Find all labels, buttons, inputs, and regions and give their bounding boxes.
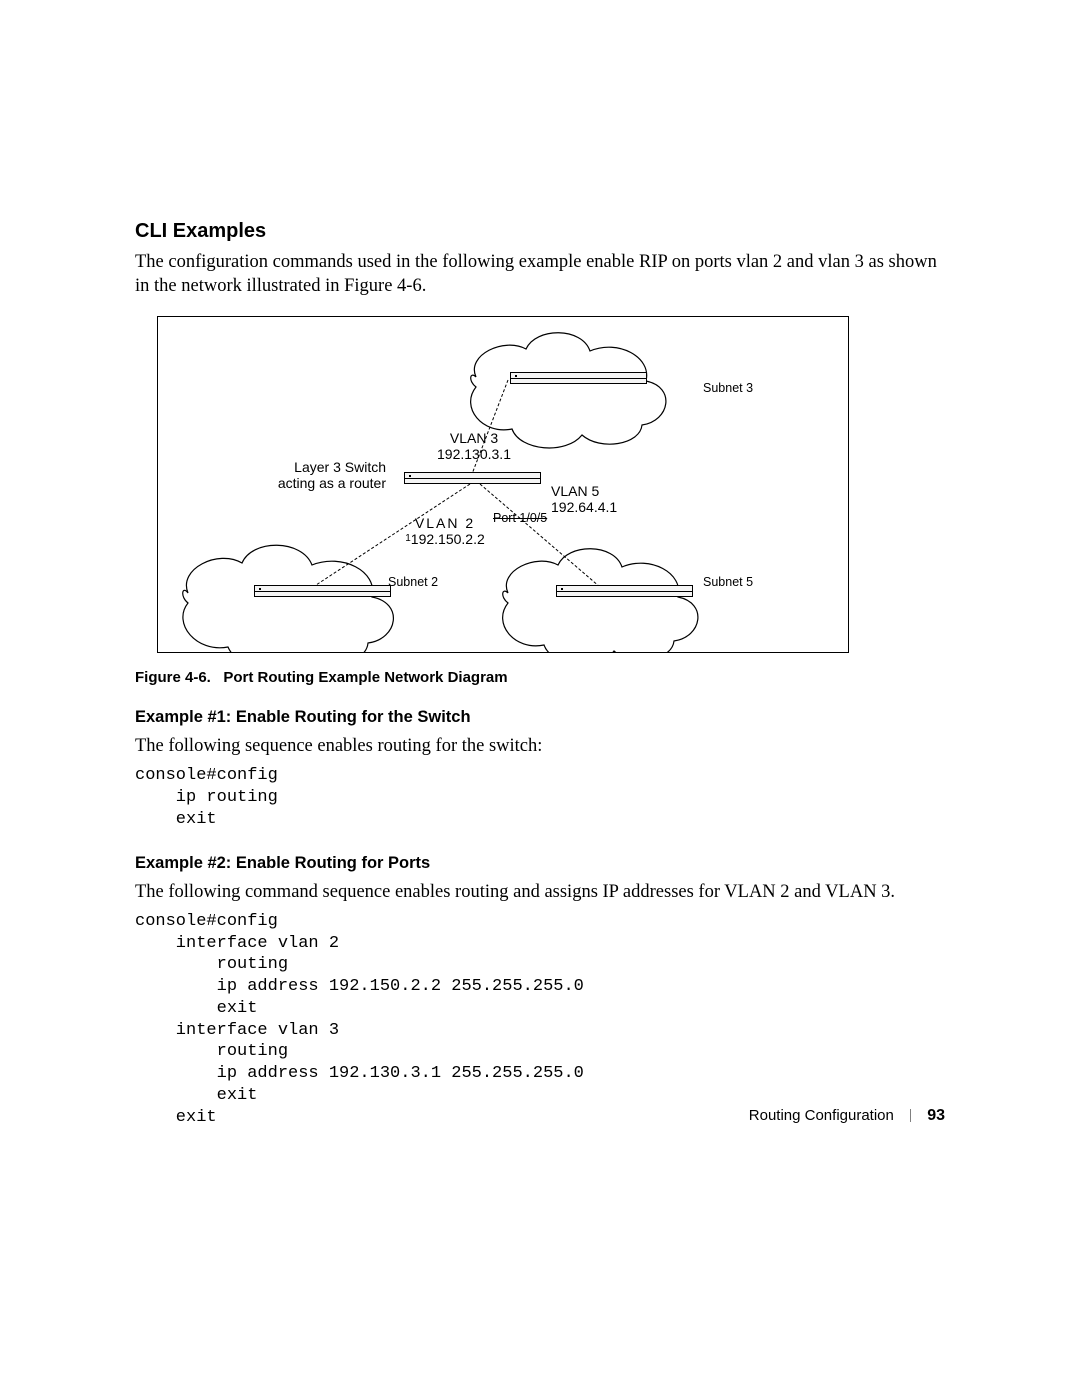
switch-icon <box>254 585 391 597</box>
intro-paragraph: The configuration commands used in the f… <box>135 251 945 298</box>
label-l3switch: Layer 3 Switch acting as a router <box>228 459 386 491</box>
cloud-subnet5 <box>503 549 698 652</box>
vlan3-l1: VLAN 3 <box>450 430 498 446</box>
label-subnet5: Subnet 5 <box>703 575 753 589</box>
page: CLI Examples The configuration commands … <box>0 0 1080 1397</box>
ex1-code: console#config ip routing exit <box>135 765 945 830</box>
ex2-code: console#config interface vlan 2 routing … <box>135 911 945 1129</box>
footer-separator <box>910 1109 911 1122</box>
vlan2-l2: 192.150.2.2 <box>411 531 485 547</box>
label-vlan2: VLAN 2 1192.150.2.2 <box>395 515 495 547</box>
label-subnet3: Subnet 3 <box>703 381 753 395</box>
figure-wrap: Subnet 3 Subnet 2 Subnet 5 Layer 3 Switc… <box>157 316 945 653</box>
page-footer: Routing Configuration 93 <box>749 1107 945 1125</box>
vlan2-l1: VLAN 2 <box>415 515 475 531</box>
vlan3-l2: 192.130.3.1 <box>437 446 511 462</box>
ex2-intro: The following command sequence enables r… <box>135 881 945 905</box>
label-vlan5: VLAN 5 192.64.4.1 <box>551 483 617 515</box>
label-subnet2: Subnet 2 <box>388 575 438 589</box>
ex1-intro: The following sequence enables routing f… <box>135 735 945 759</box>
l3-line2: acting as a router <box>278 475 386 491</box>
content-column: CLI Examples The configuration commands … <box>135 220 945 1152</box>
l3-line1: Layer 3 Switch <box>294 459 386 475</box>
caption-text: Port Routing Example Network Diagram <box>223 669 507 686</box>
switch-icon <box>556 585 693 597</box>
caption-label: Figure 4-6. <box>135 669 211 686</box>
vlan5-l2: 192.64.4.1 <box>551 499 617 515</box>
figure-caption: Figure 4-6. Port Routing Example Network… <box>135 669 945 686</box>
network-diagram: Subnet 3 Subnet 2 Subnet 5 Layer 3 Switc… <box>157 316 849 653</box>
switch-icon <box>510 372 647 384</box>
label-vlan3: VLAN 3 192.130.3.1 <box>414 430 534 462</box>
ex1-heading: Example #1: Enable Routing for the Switc… <box>135 708 945 727</box>
vlan5-l1: VLAN 5 <box>551 483 599 499</box>
label-port105: Port 1/0/5 <box>493 511 547 525</box>
switch-icon <box>404 472 541 484</box>
footer-section: Routing Configuration <box>749 1107 894 1124</box>
footer-page-number: 93 <box>927 1107 945 1124</box>
ex2-heading: Example #2: Enable Routing for Ports <box>135 854 945 873</box>
section-heading: CLI Examples <box>135 220 945 243</box>
cloud-subnet2 <box>183 546 394 653</box>
